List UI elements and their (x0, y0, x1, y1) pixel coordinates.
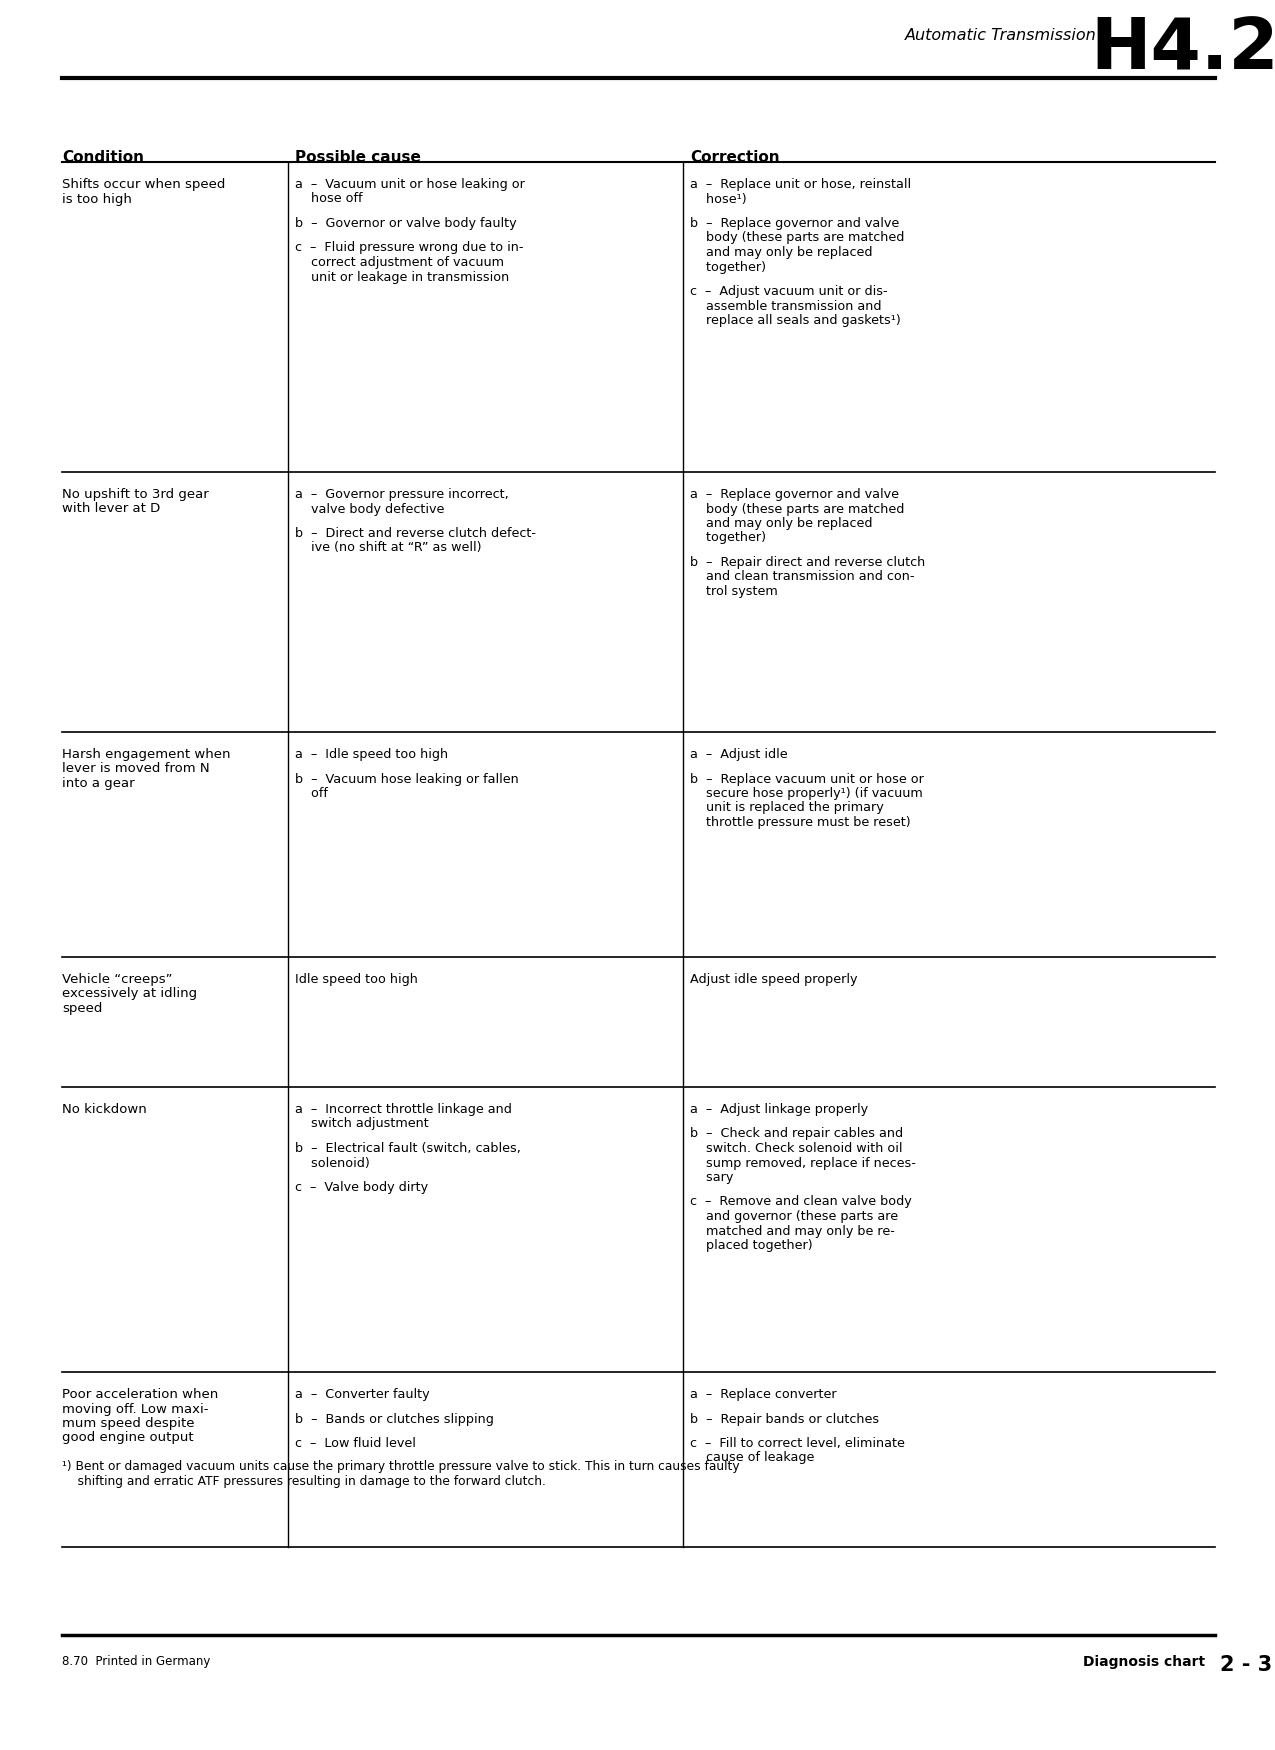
Text: Vehicle “creeps”: Vehicle “creeps” (62, 973, 172, 985)
Text: and may only be replaced: and may only be replaced (690, 516, 872, 530)
Text: b  –  Direct and reverse clutch defect-: b – Direct and reverse clutch defect- (295, 527, 536, 541)
Text: b  –  Vacuum hose leaking or fallen: b – Vacuum hose leaking or fallen (295, 772, 519, 786)
Text: c  –  Fill to correct level, eliminate: c – Fill to correct level, eliminate (690, 1437, 905, 1451)
Text: a  –  Incorrect throttle linkage and: a – Incorrect throttle linkage and (295, 1102, 511, 1116)
Text: c  –  Adjust vacuum unit or dis-: c – Adjust vacuum unit or dis- (690, 285, 887, 298)
Text: valve body defective: valve body defective (295, 502, 445, 516)
Text: c  –  Remove and clean valve body: c – Remove and clean valve body (690, 1195, 912, 1209)
Text: Harsh engagement when: Harsh engagement when (62, 747, 231, 761)
Text: assemble transmission and: assemble transmission and (690, 299, 881, 313)
Text: a  –  Converter faulty: a – Converter faulty (295, 1388, 430, 1402)
Text: No upshift to 3rd gear: No upshift to 3rd gear (62, 488, 209, 500)
Text: a  –  Vacuum unit or hose leaking or: a – Vacuum unit or hose leaking or (295, 178, 525, 191)
Text: with lever at D: with lever at D (62, 502, 161, 516)
Text: b  –  Repair bands or clutches: b – Repair bands or clutches (690, 1412, 880, 1426)
Text: good engine output: good engine output (62, 1432, 194, 1444)
Text: c  –  Fluid pressure wrong due to in-: c – Fluid pressure wrong due to in- (295, 242, 524, 254)
Text: cause of leakage: cause of leakage (690, 1451, 815, 1465)
Text: b  –  Electrical fault (switch, cables,: b – Electrical fault (switch, cables, (295, 1143, 521, 1155)
Text: placed together): placed together) (690, 1239, 812, 1251)
Text: Adjust idle speed properly: Adjust idle speed properly (690, 973, 858, 985)
Text: matched and may only be re-: matched and may only be re- (690, 1225, 895, 1237)
Text: together): together) (690, 261, 766, 273)
Text: 2 - 3: 2 - 3 (1220, 1656, 1272, 1675)
Text: b  –  Bands or clutches slipping: b – Bands or clutches slipping (295, 1412, 493, 1426)
Text: b  –  Check and repair cables and: b – Check and repair cables and (690, 1127, 903, 1141)
Text: H4.2: H4.2 (1090, 16, 1275, 84)
Text: into a gear: into a gear (62, 777, 135, 789)
Text: and clean transmission and con-: and clean transmission and con- (690, 570, 914, 583)
Text: c  –  Low fluid level: c – Low fluid level (295, 1437, 416, 1451)
Text: Poor acceleration when: Poor acceleration when (62, 1388, 218, 1402)
Text: mum speed despite: mum speed despite (62, 1418, 195, 1430)
Text: b  –  Replace governor and valve: b – Replace governor and valve (690, 217, 899, 229)
Text: 8.70  Printed in Germany: 8.70 Printed in Germany (62, 1656, 210, 1668)
Text: a  –  Governor pressure incorrect,: a – Governor pressure incorrect, (295, 488, 509, 500)
Text: a  –  Replace unit or hose, reinstall: a – Replace unit or hose, reinstall (690, 178, 912, 191)
Text: Idle speed too high: Idle speed too high (295, 973, 418, 985)
Text: throttle pressure must be reset): throttle pressure must be reset) (690, 816, 910, 829)
Text: off: off (295, 788, 328, 800)
Text: trol system: trol system (690, 584, 778, 598)
Text: Shifts occur when speed: Shifts occur when speed (62, 178, 226, 191)
Text: b  –  Replace vacuum unit or hose or: b – Replace vacuum unit or hose or (690, 772, 924, 786)
Text: hose off: hose off (295, 192, 362, 205)
Text: b  –  Governor or valve body faulty: b – Governor or valve body faulty (295, 217, 516, 229)
Text: a  –  Adjust linkage properly: a – Adjust linkage properly (690, 1102, 868, 1116)
Text: speed: speed (62, 1003, 102, 1015)
Text: a  –  Replace converter: a – Replace converter (690, 1388, 836, 1402)
Text: switch adjustment: switch adjustment (295, 1118, 428, 1130)
Text: Condition: Condition (62, 150, 144, 164)
Text: ¹) Bent or damaged vacuum units cause the primary throttle pressure valve to sti: ¹) Bent or damaged vacuum units cause th… (62, 1460, 739, 1474)
Text: ive (no shift at “R” as well): ive (no shift at “R” as well) (295, 541, 482, 555)
Text: a  –  Adjust idle: a – Adjust idle (690, 747, 788, 761)
Text: Automatic Transmission: Automatic Transmission (905, 28, 1096, 42)
Text: together): together) (690, 532, 766, 544)
Text: a  –  Idle speed too high: a – Idle speed too high (295, 747, 448, 761)
Text: unit is replaced the primary: unit is replaced the primary (690, 802, 884, 814)
Text: hose¹): hose¹) (690, 192, 747, 205)
Text: unit or leakage in transmission: unit or leakage in transmission (295, 271, 509, 284)
Text: switch. Check solenoid with oil: switch. Check solenoid with oil (690, 1143, 903, 1155)
Text: b  –  Repair direct and reverse clutch: b – Repair direct and reverse clutch (690, 556, 926, 569)
Text: secure hose properly¹) (if vacuum: secure hose properly¹) (if vacuum (690, 788, 923, 800)
Text: shifting and erratic ATF pressures resulting in damage to the forward clutch.: shifting and erratic ATF pressures resul… (62, 1475, 546, 1488)
Text: is too high: is too high (62, 192, 131, 205)
Text: replace all seals and gaskets¹): replace all seals and gaskets¹) (690, 313, 900, 327)
Text: No kickdown: No kickdown (62, 1102, 147, 1116)
Text: c  –  Valve body dirty: c – Valve body dirty (295, 1181, 428, 1194)
Text: lever is moved from N: lever is moved from N (62, 763, 209, 775)
Text: body (these parts are matched: body (these parts are matched (690, 231, 904, 245)
Text: correct adjustment of vacuum: correct adjustment of vacuum (295, 255, 504, 270)
Text: Correction: Correction (690, 150, 779, 164)
Text: and may only be replaced: and may only be replaced (690, 247, 872, 259)
Text: sump removed, replace if neces-: sump removed, replace if neces- (690, 1157, 915, 1169)
Text: excessively at idling: excessively at idling (62, 987, 198, 1001)
Text: body (these parts are matched: body (these parts are matched (690, 502, 904, 516)
Text: Diagnosis chart: Diagnosis chart (1082, 1656, 1205, 1670)
Text: Possible cause: Possible cause (295, 150, 421, 164)
Text: moving off. Low maxi-: moving off. Low maxi- (62, 1402, 209, 1416)
Text: and governor (these parts are: and governor (these parts are (690, 1209, 898, 1223)
Text: solenoid): solenoid) (295, 1157, 370, 1169)
Text: a  –  Replace governor and valve: a – Replace governor and valve (690, 488, 899, 500)
Text: sary: sary (690, 1171, 733, 1185)
